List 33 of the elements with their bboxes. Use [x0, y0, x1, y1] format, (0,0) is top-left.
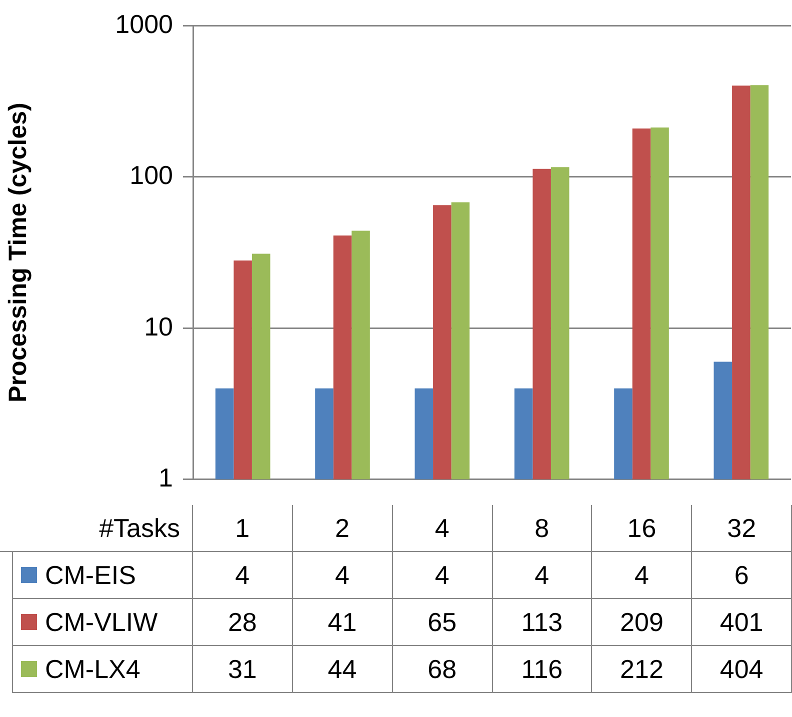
y-tick-label: 10: [144, 311, 173, 342]
data-label: 401: [692, 599, 792, 646]
y-tick-label: 1: [158, 462, 173, 493]
y-tick-label: 100: [130, 160, 173, 190]
data-label: 31: [193, 646, 293, 693]
data-label: 4: [392, 552, 492, 599]
data-label: 6: [692, 552, 792, 599]
data-label: 404: [692, 646, 792, 693]
data-label: 44: [292, 646, 393, 693]
y-axis-title: Processing Time (cycles): [4, 102, 32, 402]
x-tick-label: 4: [392, 505, 492, 552]
data-label: 4: [292, 552, 393, 599]
x-tick-label: 1: [193, 505, 293, 552]
x-axis-title: #Tasks: [0, 505, 193, 552]
data-label: 68: [392, 646, 492, 693]
x-tick-label: 32: [692, 505, 792, 552]
data-label: 4: [193, 552, 293, 599]
data-label: 65: [392, 599, 492, 646]
data-label: 4: [492, 552, 592, 599]
data-label: 41: [292, 599, 393, 646]
data-label: 4: [592, 552, 692, 599]
y-tick-label: 1000: [115, 8, 173, 39]
x-tick-label: 2: [292, 505, 393, 552]
data-label: 113: [492, 599, 592, 646]
legend-label: CM-LX4: [45, 654, 140, 684]
legend-label: CM-EIS: [45, 560, 136, 590]
x-tick-label: 8: [492, 505, 592, 552]
data-label: 28: [193, 599, 293, 646]
data-label: 209: [592, 599, 692, 646]
x-tick-label: 16: [592, 505, 692, 552]
legend-label: CM-VLIW: [45, 606, 158, 638]
data-label: 116: [492, 646, 592, 693]
data-label: 212: [592, 646, 692, 693]
